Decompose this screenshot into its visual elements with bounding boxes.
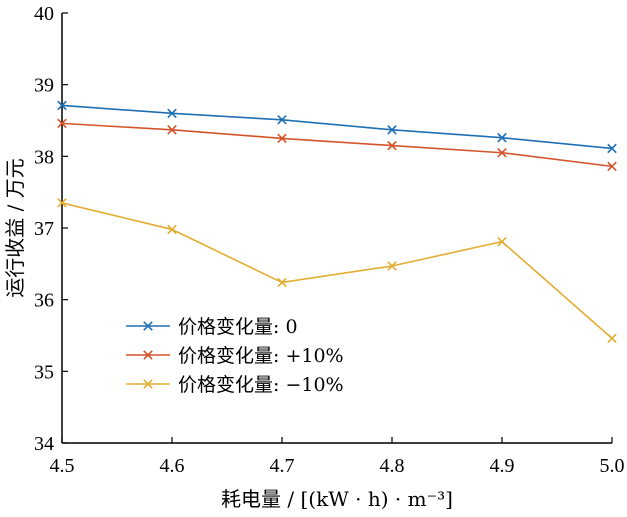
data-point [387, 140, 397, 151]
data-point [607, 143, 617, 154]
y-tick-label: 34 [34, 433, 54, 455]
legend-label: 价格变化量: −10% [178, 374, 344, 396]
data-point [57, 118, 67, 129]
legend-item: 价格变化量: +10% [126, 345, 344, 367]
legend-label: 价格变化量: 0 [178, 316, 298, 338]
x-tick-label: 4.5 [50, 455, 75, 477]
y-axis-ticks: 34 35 36 37 38 39 40 [34, 3, 68, 455]
y-tick-label: 36 [34, 290, 54, 312]
y-tick-label: 35 [34, 361, 54, 383]
data-point [277, 277, 287, 288]
data-point [497, 147, 507, 158]
legend-swatch-marker [143, 379, 153, 389]
x-axis-ticks: 4.5 4.6 4.7 4.8 4.9 5.0 [50, 437, 625, 477]
series-line-3 [61, 202, 613, 339]
x-tick-label: 4.7 [270, 455, 295, 477]
y-tick-label: 40 [34, 3, 54, 25]
data-point [277, 115, 287, 125]
legend-swatch-marker [143, 321, 153, 331]
x-tick-label: 5.0 [600, 455, 625, 477]
x-axis-title: 耗电量 / [(kW · h) · m⁻³] [221, 487, 453, 511]
legend-label: 价格变化量: +10% [178, 345, 344, 367]
data-point [167, 125, 177, 135]
data-point [167, 224, 177, 235]
data-point [497, 236, 507, 247]
data-point [387, 125, 397, 135]
series-lines [57, 100, 617, 344]
data-point [57, 198, 67, 208]
legend-item: 价格变化量: 0 [126, 316, 298, 338]
data-point [497, 132, 507, 143]
y-tick-label: 38 [34, 146, 54, 168]
data-point [167, 108, 177, 119]
y-axis-title: 运行收益 / 万元 [3, 158, 27, 297]
legend: 价格变化量: 0 价格变化量: +10% 价格变化量: −10% [126, 316, 344, 396]
series-line-2 [61, 122, 613, 168]
data-point [607, 161, 617, 172]
x-tick-label: 4.6 [160, 455, 185, 477]
x-tick-label: 4.9 [490, 455, 515, 477]
data-point [607, 333, 617, 344]
y-tick-label: 39 [34, 75, 54, 97]
legend-swatch-marker [143, 350, 153, 360]
data-point [277, 133, 287, 144]
legend-item: 价格变化量: −10% [126, 374, 344, 396]
x-tick-label: 4.8 [380, 455, 405, 477]
data-point [57, 100, 67, 111]
y-tick-label: 37 [34, 218, 54, 240]
series-line-1 [61, 104, 613, 150]
data-point [387, 261, 397, 271]
